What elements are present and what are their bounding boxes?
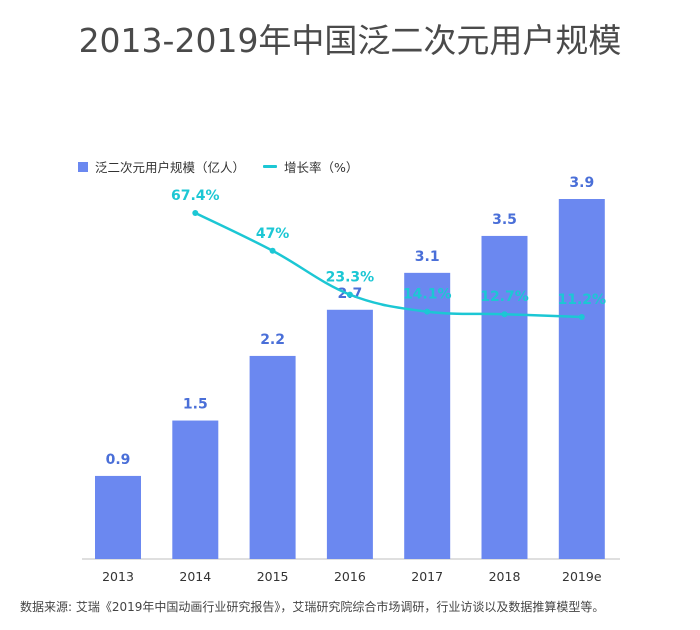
growth-label-2014: 67.4% <box>171 188 220 204</box>
growth-label-2015: 47% <box>256 226 290 242</box>
growth-point-2015 <box>269 247 276 254</box>
growth-label-2016: 23.3% <box>326 270 375 286</box>
x-tick-label-2018: 2018 <box>489 569 521 584</box>
x-tick-label-2013: 2013 <box>102 569 134 584</box>
growth-point-2016 <box>346 291 353 298</box>
growth-label-2019e: 11.2% <box>558 292 607 308</box>
bar-2016 <box>326 309 373 559</box>
legend-item-growth: 增长率（%） <box>263 157 358 176</box>
bar-2015 <box>249 355 296 559</box>
growth-point-2018 <box>501 311 508 318</box>
x-tick-label-2015: 2015 <box>257 569 289 584</box>
source-note: 数据来源: 艾瑞《2019年中国动画行业研究报告》，艾瑞研究院综合市场调研，行业… <box>20 600 605 614</box>
legend-swatch-line <box>263 165 278 168</box>
bar-label-2013: 0.9 <box>106 452 131 468</box>
growth-point-2017 <box>424 308 431 315</box>
growth-point-2014 <box>192 210 199 216</box>
bar-label-2017: 3.1 <box>415 249 440 265</box>
bar-2014 <box>172 420 219 559</box>
legend-item-users: 泛二次元用户规模（亿人） <box>78 157 245 176</box>
x-tick-label-2014: 2014 <box>179 569 211 584</box>
legend-label-users: 泛二次元用户规模（亿人） <box>95 160 246 175</box>
x-tick-label-2016: 2016 <box>334 569 366 584</box>
legend-swatch-bar <box>78 161 88 172</box>
x-tick-label-2017: 2017 <box>411 569 443 584</box>
growth-label-2018: 12.7% <box>480 289 529 305</box>
legend: 泛二次元用户规模（亿人） 增长率（%） <box>78 157 376 176</box>
growth-label-2017: 14.1% <box>403 287 452 303</box>
bar-2017 <box>404 272 451 559</box>
bar-label-2014: 1.5 <box>183 397 208 413</box>
bar-2019e <box>558 199 605 559</box>
bar-label-2018: 3.5 <box>492 212 517 228</box>
x-tick-label-2019e: 2019e <box>562 569 602 584</box>
bar-label-2015: 2.2 <box>260 332 285 348</box>
bar-2013 <box>95 475 141 559</box>
chart-title: 2013-2019年中国泛二次元用户规模 <box>78 21 622 60</box>
growth-point-2019e <box>578 314 585 320</box>
bar-2018 <box>481 235 528 559</box>
bar-label-2019e: 3.9 <box>569 175 594 191</box>
growth-line <box>194 211 582 319</box>
legend-label-growth: 增长率（%） <box>284 160 359 175</box>
